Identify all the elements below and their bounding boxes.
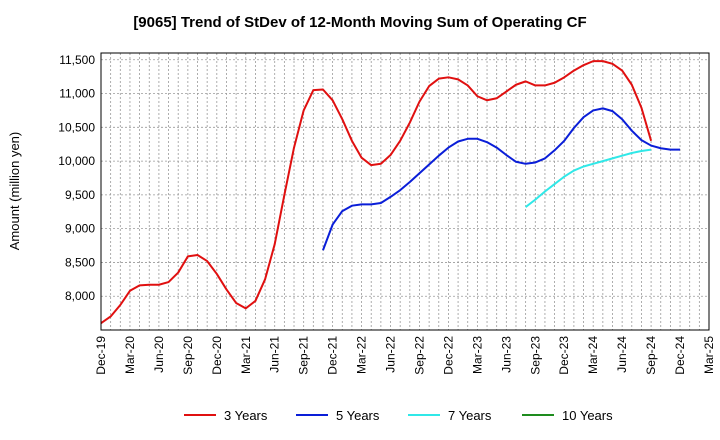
x-tick-label: Jun-23 [499, 336, 513, 373]
legend-label: 3 Years [224, 408, 268, 423]
series-line-7-years [525, 148, 652, 208]
x-tick-label: Mar-21 [239, 336, 253, 374]
legend-item: 3 Years [184, 408, 268, 423]
legend-item: 5 Years [296, 408, 380, 423]
x-tick-label: Dec-20 [210, 336, 224, 375]
y-tick-label: 9,500 [65, 188, 95, 202]
y-axis-tick-labels: 8,000 8,500 9,000 9,500 10,000 10,500 11,000 11… [58, 53, 95, 303]
x-tick-label: Mar-24 [586, 336, 600, 374]
y-tick-label: 9,000 [65, 222, 95, 236]
y-tick-label: 8,000 [65, 289, 95, 303]
x-tick-label: Dec-21 [326, 336, 340, 375]
y-tick-label: 11,000 [59, 87, 95, 101]
legend: 3 Years 5 Years 7 Years 10 Years [184, 408, 613, 423]
gridlines [100, 53, 710, 330]
series-line-3-years [100, 60, 653, 325]
x-axis-tick-labels: Dec-19 Mar-20 Jun-20 Sep-20 Dec-20 Mar-21 Jun-… [94, 336, 716, 375]
y-axis-label: Amount (million yen) [7, 132, 22, 251]
x-tick-label: Mar-25 [702, 336, 716, 374]
x-tick-label: Jun-21 [268, 336, 282, 373]
legend-item: 10 Years [522, 408, 613, 423]
x-tick-label: Sep-23 [528, 336, 542, 375]
y-tick-label: 8,500 [65, 255, 95, 269]
x-tick-label: Sep-24 [644, 336, 658, 375]
y-tick-label: 11,500 [59, 53, 95, 67]
x-tick-label: Jun-20 [152, 336, 166, 373]
legend-label: 7 Years [448, 408, 492, 423]
x-tick-label: Mar-20 [123, 336, 137, 374]
x-tick-label: Dec-22 [441, 336, 455, 375]
x-tick-label: Dec-19 [94, 336, 108, 375]
plot-background [101, 53, 709, 330]
x-tick-label: Sep-20 [181, 336, 195, 375]
x-tick-label: Dec-24 [673, 336, 687, 375]
plot-frame [100, 52, 710, 331]
x-tick-label: Jun-22 [384, 336, 398, 373]
x-tick-label: Jun-24 [615, 336, 629, 373]
x-tick-label: Mar-23 [470, 336, 484, 374]
series-line-5-years [322, 107, 681, 251]
x-tick-label: Mar-22 [355, 336, 369, 374]
legend-label: 5 Years [336, 408, 380, 423]
y-tick-label: 10,000 [58, 154, 95, 168]
legend-item: 7 Years [408, 408, 492, 423]
x-tick-label: Sep-21 [297, 336, 311, 375]
chart-title: [9065] Trend of StDev of 12-Month Moving… [133, 14, 587, 31]
series-lines [100, 60, 681, 325]
y-tick-label: 10,500 [58, 120, 95, 134]
x-tick-label: Sep-22 [412, 336, 426, 375]
x-tick-label: Dec-23 [557, 336, 571, 375]
legend-label: 10 Years [562, 408, 613, 423]
